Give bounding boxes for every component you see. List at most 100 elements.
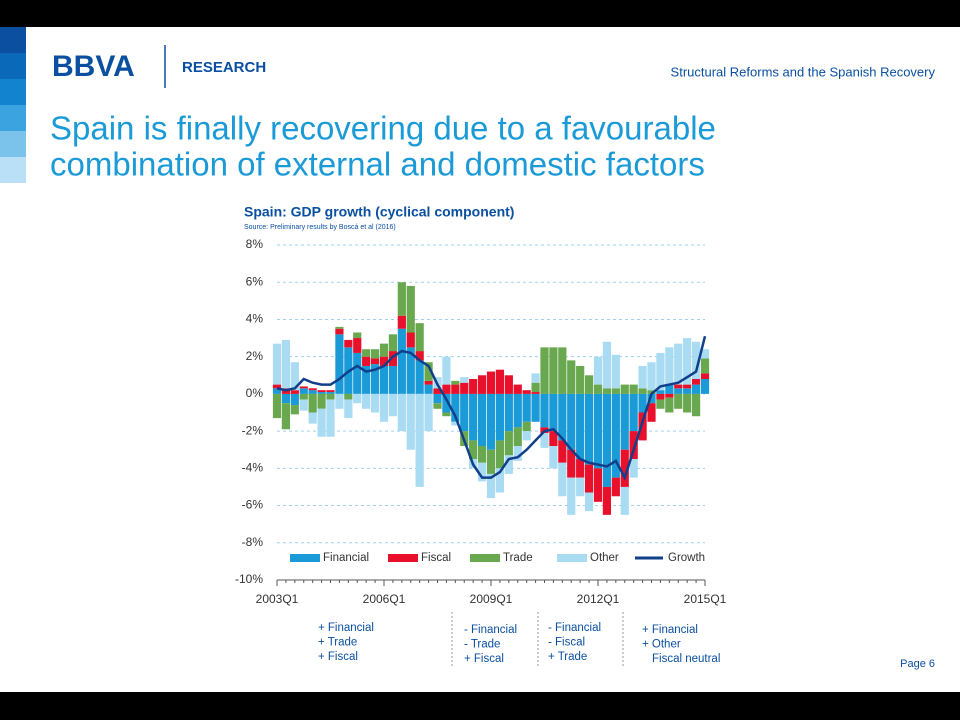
bar-segment [469, 440, 478, 460]
bar-segment [567, 360, 576, 394]
bar-segment [522, 431, 531, 441]
bar-segment [665, 397, 674, 413]
bar-segment [424, 393, 433, 432]
bar-segment [451, 384, 460, 394]
x-tick-label: 2012Q1 [577, 592, 620, 606]
bar-segment [629, 384, 638, 394]
bar-segment [522, 421, 531, 432]
bar-segment [629, 393, 638, 432]
bar-segment [353, 352, 362, 394]
bar-segment [558, 347, 567, 394]
bar-segment [326, 392, 335, 394]
bar-segment [406, 332, 415, 348]
bar-segment [495, 393, 505, 441]
bar-segment [442, 393, 451, 413]
bar-segment [700, 373, 710, 379]
bar-segment [353, 393, 362, 404]
bar-segment [549, 347, 558, 394]
bar-segment [700, 379, 710, 394]
slide-background [0, 27, 960, 692]
annotation: + Trade [548, 651, 587, 663]
bar-segment [486, 371, 496, 394]
slide-title: combination of external and domestic fac… [50, 146, 705, 183]
bar-segment [558, 393, 567, 441]
bar-segment [513, 384, 522, 394]
bar-segment [317, 408, 326, 437]
bar-segment [388, 393, 398, 417]
annotation: Fiscal neutral [652, 653, 720, 665]
chart-title: Spain: GDP growth (cyclical component) [244, 204, 514, 220]
presentation-name: Structural Reforms and the Spanish Recov… [671, 64, 936, 79]
bar-segment [442, 384, 451, 394]
bar-segment [433, 403, 442, 409]
bar-segment [540, 393, 549, 428]
bar-segment [290, 405, 299, 415]
bar-segment [424, 384, 433, 394]
x-tick-label: 2006Q1 [363, 592, 406, 606]
bar-segment [593, 356, 603, 385]
bar-segment [620, 486, 629, 515]
bar-segment [415, 360, 424, 394]
annotation: + Fiscal [464, 653, 504, 665]
bar-segment [665, 384, 674, 394]
bar-segment [620, 384, 629, 394]
bar-segment [344, 399, 353, 419]
bar-segment [353, 338, 362, 353]
bar-segment [504, 375, 513, 394]
bar-segment [460, 393, 469, 432]
bar-segment [379, 393, 389, 422]
bar-segment [691, 341, 701, 379]
bar-segment [504, 393, 513, 432]
bar-segment [558, 462, 567, 497]
bar-segment [388, 334, 398, 352]
bar-segment [700, 358, 710, 374]
bar-segment [326, 399, 335, 437]
bar-segment [647, 390, 656, 394]
bar-segment [549, 431, 558, 446]
growth-line [276, 335, 707, 481]
logo: BBVA [52, 50, 135, 83]
bar-segment [362, 365, 371, 394]
bar-segment [290, 390, 299, 394]
bar-segment [683, 393, 692, 413]
bar-segment [469, 393, 478, 441]
bar-segment [656, 390, 665, 394]
bar-segment [272, 393, 282, 419]
bar-segment [674, 343, 683, 385]
bar-segment [531, 393, 540, 422]
bar-segment [647, 403, 656, 422]
bar-segment [691, 379, 701, 385]
legend-swatch [470, 554, 500, 562]
bar-segment [647, 393, 656, 404]
bar-segment [576, 393, 585, 460]
annotation: - Fiscal [548, 637, 585, 649]
bar-segment [584, 375, 594, 394]
bar-segment [486, 473, 496, 499]
bar-segment [477, 462, 487, 482]
bar-segment [379, 343, 389, 357]
bar-segment [272, 388, 282, 394]
bar-segment [584, 492, 594, 512]
annotation: + Financial [642, 624, 698, 636]
bar-segment [317, 390, 326, 393]
bar-segment [415, 351, 424, 361]
slide-title: Spain is finally recovering due to a fav… [50, 110, 716, 147]
bar-segment [567, 449, 576, 478]
bar-segment [674, 388, 683, 394]
bar-segment [540, 432, 549, 448]
bar-segment [442, 412, 451, 417]
bar-segment [344, 339, 353, 348]
bar-segment [451, 380, 460, 385]
annotation: + Trade [318, 637, 357, 649]
bar-segment [433, 393, 442, 404]
bar-segment [611, 393, 620, 478]
annotation: + Other [642, 639, 681, 651]
bar-segment [602, 393, 612, 487]
bar-segment [451, 421, 460, 426]
bar-segment [370, 358, 380, 365]
bar-segment [629, 459, 638, 478]
bar-segment [397, 315, 406, 329]
bar-segment [362, 393, 371, 409]
bar-segment [486, 393, 496, 450]
bar-segment [326, 390, 335, 393]
